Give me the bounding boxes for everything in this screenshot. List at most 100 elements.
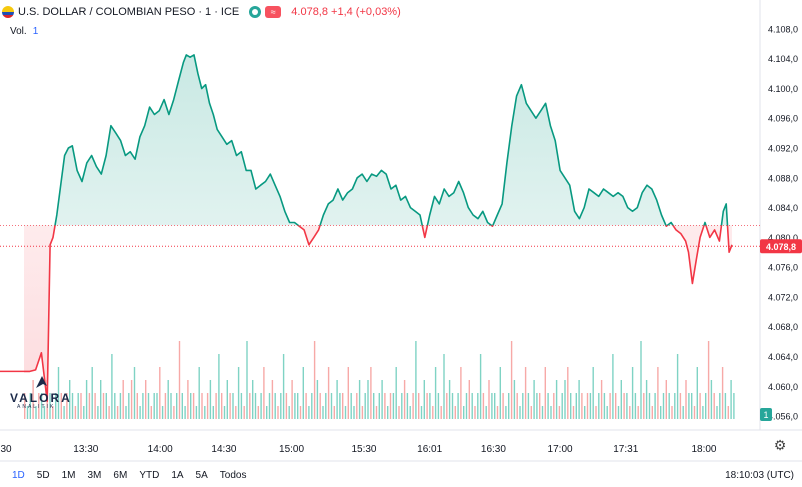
volume-bar bbox=[364, 393, 366, 419]
volume-bar bbox=[170, 393, 172, 419]
volume-bar bbox=[97, 406, 99, 419]
volume-bar bbox=[271, 380, 274, 419]
volume-bar bbox=[69, 380, 71, 419]
volume-bar bbox=[66, 393, 68, 419]
volume-bar bbox=[589, 393, 592, 419]
timeframe-todos[interactable]: Todos bbox=[219, 470, 247, 481]
volume-bar bbox=[524, 367, 527, 419]
volume-bar bbox=[204, 406, 206, 419]
volume-value: 1 bbox=[32, 26, 39, 37]
y-tick-label: 4.064,0 bbox=[768, 352, 798, 362]
volume-bar bbox=[63, 406, 65, 419]
volume-bar bbox=[55, 393, 57, 419]
volume-bar bbox=[696, 367, 698, 419]
instrument-title[interactable]: U.S. DOLLAR / COLOMBIAN PESO · 1 · ICE bbox=[18, 6, 240, 18]
y-tick-label: 4.060,0 bbox=[768, 382, 798, 392]
timeframe-6m[interactable]: 6M bbox=[113, 470, 128, 481]
volume-bar bbox=[80, 393, 82, 419]
y-tick-label: 4.076,0 bbox=[768, 263, 798, 273]
price-markers: 4.078,8 1 bbox=[0, 224, 802, 421]
timeframe-1a[interactable]: 1A bbox=[171, 470, 184, 481]
volume-bar bbox=[643, 393, 645, 419]
y-axis[interactable]: 4.108,0 4.104,0 4.100,0 4.096,0 4.092,0 4.088… bbox=[768, 24, 798, 421]
volume-bar bbox=[94, 393, 96, 419]
volume-bar bbox=[426, 393, 428, 419]
volume-bar bbox=[201, 393, 203, 419]
volume-bar bbox=[381, 380, 383, 419]
volume-bar bbox=[468, 380, 470, 419]
volume-bar bbox=[702, 406, 704, 419]
volume-bar bbox=[74, 406, 77, 419]
volume-bar bbox=[285, 393, 288, 419]
y-tick-label: 4.100,0 bbox=[768, 84, 798, 94]
volume-bar bbox=[510, 341, 513, 419]
x-axis[interactable]: 30 13:30 14:00 14:30 15:00 15:30 16:01 16:30 17:… bbox=[0, 444, 716, 455]
volume-bar bbox=[682, 406, 684, 419]
volume-bar bbox=[710, 380, 713, 419]
volume-bar bbox=[558, 406, 561, 419]
timeframe-3m[interactable]: 3M bbox=[87, 470, 102, 481]
volume-bar bbox=[212, 406, 214, 419]
volume-bar bbox=[527, 393, 530, 419]
volume-bar bbox=[412, 393, 414, 419]
volume-bar bbox=[232, 393, 234, 419]
volume-bar bbox=[38, 393, 40, 419]
volume-bar bbox=[176, 393, 178, 419]
volume-bar bbox=[674, 393, 676, 419]
volume-bar bbox=[508, 393, 510, 419]
grid bbox=[0, 0, 802, 462]
volume-bar bbox=[147, 393, 150, 419]
volume-bar bbox=[32, 380, 34, 419]
volume-bar bbox=[184, 406, 186, 419]
volume-bar bbox=[178, 341, 181, 419]
x-tick-label: 17:31 bbox=[613, 444, 638, 455]
volume-bar bbox=[671, 406, 673, 419]
logo-subtitle: ANALITIK bbox=[17, 404, 56, 410]
volume-bar bbox=[370, 367, 372, 419]
market-status-icon[interactable] bbox=[249, 6, 262, 18]
volume-bar bbox=[159, 367, 161, 419]
volume-bar bbox=[446, 393, 448, 419]
volume-bar bbox=[260, 393, 262, 419]
volume-bar bbox=[553, 393, 555, 419]
volume-bar bbox=[252, 380, 254, 419]
timeframe-5d[interactable]: 5D bbox=[36, 470, 50, 481]
volume-bar bbox=[347, 367, 349, 419]
volume-bar bbox=[139, 406, 141, 419]
price-change: 4.078,8 +1,4 (+0,03%) bbox=[291, 6, 401, 18]
tilde-icon[interactable]: ≈ bbox=[265, 6, 282, 18]
volume-bar bbox=[35, 406, 37, 419]
volume-bar bbox=[496, 406, 499, 419]
volume-bar bbox=[254, 393, 257, 419]
x-tick-label: 14:00 bbox=[148, 444, 173, 455]
volume-bar bbox=[533, 380, 535, 419]
volume-bar bbox=[598, 393, 600, 419]
timeframe-5a[interactable]: 5A bbox=[195, 470, 208, 481]
timeframe-1m[interactable]: 1M bbox=[61, 470, 76, 481]
volume-bar bbox=[491, 393, 493, 419]
volume-bar bbox=[105, 393, 107, 419]
volume-bar bbox=[615, 393, 617, 419]
volume-bar bbox=[336, 380, 338, 419]
volume-bar bbox=[634, 393, 637, 419]
logo-name: VALORA bbox=[10, 391, 72, 405]
y-tick-label: 4.084,0 bbox=[768, 203, 798, 213]
volume-bar bbox=[415, 341, 417, 419]
volume-bar bbox=[375, 406, 378, 419]
volume-bar bbox=[645, 380, 648, 419]
volume-bar bbox=[662, 393, 665, 419]
volume-bar bbox=[530, 406, 532, 419]
volume-bar bbox=[350, 393, 352, 419]
volume-bar bbox=[257, 406, 259, 419]
volume-bar bbox=[344, 406, 347, 419]
volume-legend[interactable]: Vol. 1 bbox=[10, 26, 38, 37]
volume-bar bbox=[485, 406, 487, 419]
timeframe-1d[interactable]: 1D bbox=[12, 470, 25, 481]
volume-bar bbox=[657, 367, 659, 419]
timeframe-ytd[interactable]: YTD bbox=[139, 470, 160, 481]
volume-bar bbox=[229, 393, 231, 419]
volume-bar bbox=[384, 393, 386, 419]
volume-bar bbox=[24, 393, 26, 419]
gear-icon[interactable]: ⚙ bbox=[773, 437, 787, 453]
